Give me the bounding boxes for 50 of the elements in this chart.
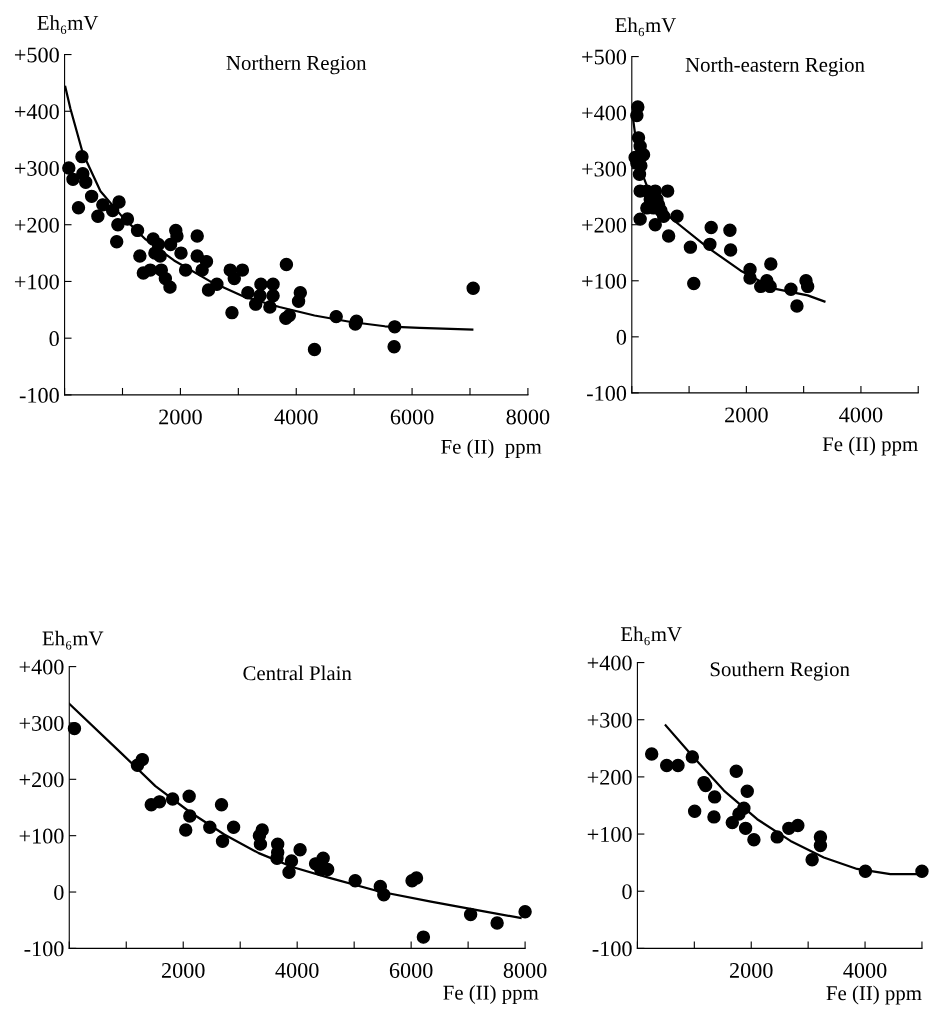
x-axis-title: Fe (II) ppm xyxy=(826,985,922,1005)
x-tick-label: 2000 xyxy=(161,962,205,978)
y-tick-label: +300 xyxy=(14,160,59,176)
x-tick-label: 4000 xyxy=(843,962,887,978)
x-tick-label: 4000 xyxy=(839,407,883,423)
x-axis-title: Fe (II) ppm xyxy=(441,439,542,459)
x-tick-label: 8000 xyxy=(503,962,547,978)
y-axis-title: Eh₆mV xyxy=(615,17,677,37)
chart-title: Southern Region xyxy=(710,661,850,681)
y-tick-label: +200 xyxy=(19,772,64,788)
y-tick-label: 0 xyxy=(54,884,64,900)
y-tick-label: +400 xyxy=(19,659,64,675)
y-tick-label: +200 xyxy=(14,217,59,233)
chart-title: Central Plain xyxy=(243,665,352,681)
x-tick-label: 6000 xyxy=(390,409,434,425)
y-tick-label: +500 xyxy=(582,49,627,65)
y-tick-label: +400 xyxy=(582,105,627,121)
x-tick-label: 6000 xyxy=(389,962,433,978)
x-tick-label: 4000 xyxy=(274,409,318,425)
x-tick-label: 2000 xyxy=(729,962,773,978)
y-axis-title: Eh₆mV xyxy=(42,630,104,650)
y-tick-label: -100 xyxy=(587,385,627,401)
chart-title: Northern Region xyxy=(226,55,367,75)
y-axis-title: Eh₆mV xyxy=(620,626,682,646)
y-tick-label: +100 xyxy=(582,273,627,289)
y-tick-label: +200 xyxy=(587,769,632,785)
y-tick-label: +300 xyxy=(582,161,627,177)
y-tick-label: +100 xyxy=(14,274,59,290)
x-axis-title: Fe (II) ppm xyxy=(822,436,918,456)
y-tick-label: 0 xyxy=(49,331,59,347)
y-axis-title: Eh₆mV xyxy=(37,15,99,34)
y-tick-label: 0 xyxy=(616,329,627,345)
x-axis-title: Fe (II) ppm xyxy=(443,985,539,1004)
y-tick-label: +500 xyxy=(14,47,59,63)
y-tick-label: +100 xyxy=(19,828,64,844)
x-tick-label: 4000 xyxy=(275,962,319,978)
y-tick-label: +200 xyxy=(582,217,627,233)
y-tick-label: +400 xyxy=(14,104,59,120)
x-tick-label: 8000 xyxy=(506,409,550,425)
chart-title: North-eastern Region xyxy=(685,57,865,77)
y-tick-label: -100 xyxy=(19,387,59,403)
y-tick-label: +300 xyxy=(19,715,64,731)
y-tick-label: +300 xyxy=(587,712,632,728)
y-tick-label: -100 xyxy=(592,941,632,957)
y-tick-label: -100 xyxy=(24,941,64,957)
x-tick-label: 2000 xyxy=(725,407,768,423)
x-tick-label: 2000 xyxy=(159,409,202,425)
y-tick-label: +100 xyxy=(587,826,632,842)
y-tick-label: +400 xyxy=(587,655,632,671)
y-tick-label: 0 xyxy=(622,884,632,900)
